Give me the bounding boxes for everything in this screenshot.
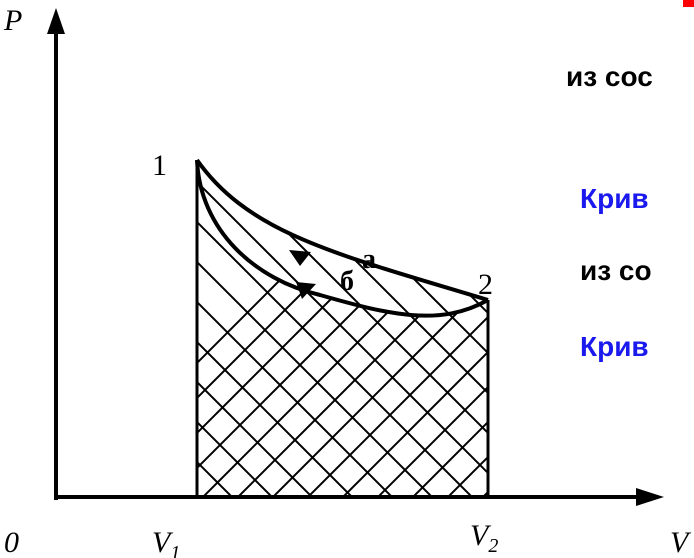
red-title-fragment: [683, 0, 694, 7]
arrow-curve-b-icon: [296, 282, 316, 299]
x-axis-arrow-icon: [636, 488, 664, 506]
side-text-line1: из сос: [566, 61, 653, 92]
side-text-line4: Крив: [580, 331, 649, 362]
v2-subscript: 2: [488, 535, 498, 557]
origin-label: 0: [4, 526, 19, 558]
curve-b-label: б: [340, 266, 354, 297]
curve-a-label: а: [362, 244, 376, 275]
v1-main: V: [152, 526, 174, 558]
y-axis-label: P: [3, 4, 22, 37]
v2-main: V: [470, 519, 492, 552]
y-axis-arrow-icon: [47, 8, 65, 34]
side-text-line3: из со: [580, 255, 652, 286]
v2-tick-label: V2: [470, 519, 498, 557]
state-2-label: 2: [478, 268, 493, 301]
v1-tick-label: V1: [152, 526, 180, 558]
arrow-curve-a-icon: [289, 250, 311, 266]
side-text-line2: Крив: [580, 183, 649, 214]
curve-b: [195, 159, 489, 318]
x-axis-label: V: [670, 526, 692, 558]
state-1-label: 1: [152, 149, 167, 182]
v1-subscript: 1: [170, 542, 180, 558]
curve-a: [195, 158, 489, 302]
hatch-area-upper: [197, 160, 488, 497]
